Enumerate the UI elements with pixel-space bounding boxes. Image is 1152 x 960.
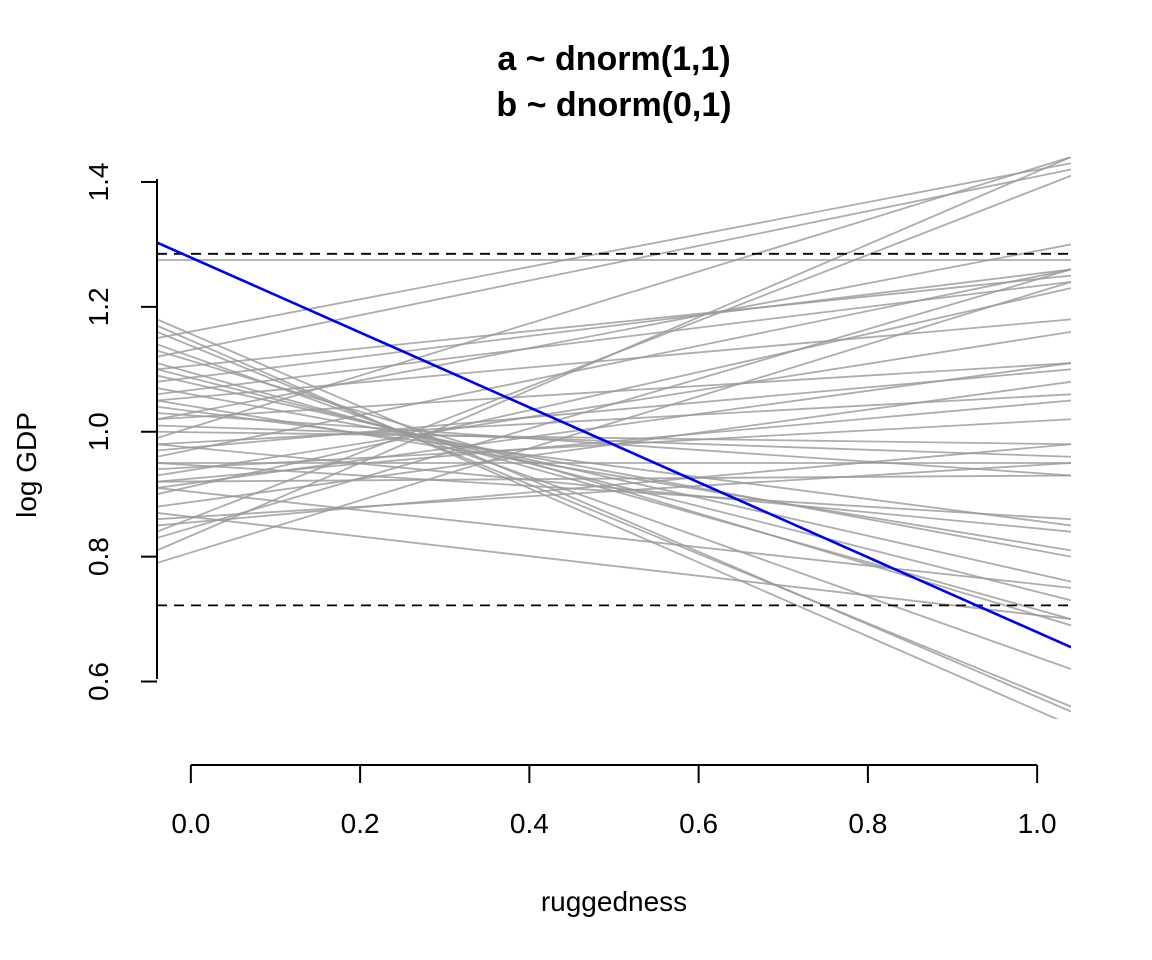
prior-line-28: [157, 268, 1071, 458]
x-tick-label: 1.0: [1018, 808, 1057, 839]
prior-line-40: [157, 462, 1071, 521]
prior-line-17: [157, 318, 1071, 402]
plot-area: [157, 157, 1071, 719]
highlighted-line: [157, 241, 1071, 649]
prior-line-27: [157, 368, 1071, 452]
prior-line-43: [157, 268, 1071, 539]
prior-line-23: [157, 430, 1071, 446]
x-axis: 0.0 0.2 0.4 0.6 0.8 1.0: [171, 765, 1057, 839]
chart-title-line-1: a ~ dnorm(1,1): [497, 40, 730, 78]
prior-line-18: [157, 405, 1071, 527]
x-axis-title: ruggedness: [541, 886, 687, 917]
y-axis: 0.6 0.8 1.0 1.2 1.4: [83, 163, 157, 701]
y-tick-label: 1.0: [83, 412, 114, 451]
x-tick-label: 0.0: [171, 808, 210, 839]
prior-line-4: [157, 331, 1071, 708]
prior-line-8: [157, 168, 1071, 358]
prior-line-44: [157, 157, 1071, 552]
x-tick-label: 0.8: [848, 808, 887, 839]
prior-line-21: [157, 243, 1071, 421]
prior-line-45: [157, 281, 1071, 564]
prior-line-11: [157, 274, 1071, 371]
prior-line-34: [157, 399, 1071, 483]
prior-line-13: [157, 268, 1071, 383]
prior-line-24: [157, 157, 1071, 439]
prior-line-5: [157, 162, 1071, 339]
y-tick-label: 1.4: [83, 163, 114, 202]
x-tick-label: 0.6: [679, 808, 718, 839]
prior-line-35: [157, 362, 1071, 489]
y-tick-label: 0.8: [83, 537, 114, 576]
prior-line-3: [157, 324, 1059, 719]
x-tick-label: 0.2: [341, 808, 380, 839]
prior-line-33: [157, 474, 1071, 483]
y-tick-label: 0.6: [83, 662, 114, 701]
prior-line-26: [157, 443, 1071, 533]
prior-line-14: [157, 387, 1071, 558]
prior-line-15: [157, 280, 1071, 396]
x-tick-label: 0.4: [510, 808, 549, 839]
prior-line-37: [157, 287, 1071, 496]
y-axis-title: log GDP: [11, 412, 42, 518]
prior-line-36: [157, 487, 1071, 589]
chart-title-line-2: b ~ dnorm(0,1): [496, 86, 731, 124]
prior-line-39: [157, 512, 1071, 620]
y-tick-label: 1.2: [83, 287, 114, 326]
prior-line-2: [157, 318, 1071, 713]
prior-line-6: [157, 343, 1071, 670]
prior-line-41: [157, 443, 1071, 527]
